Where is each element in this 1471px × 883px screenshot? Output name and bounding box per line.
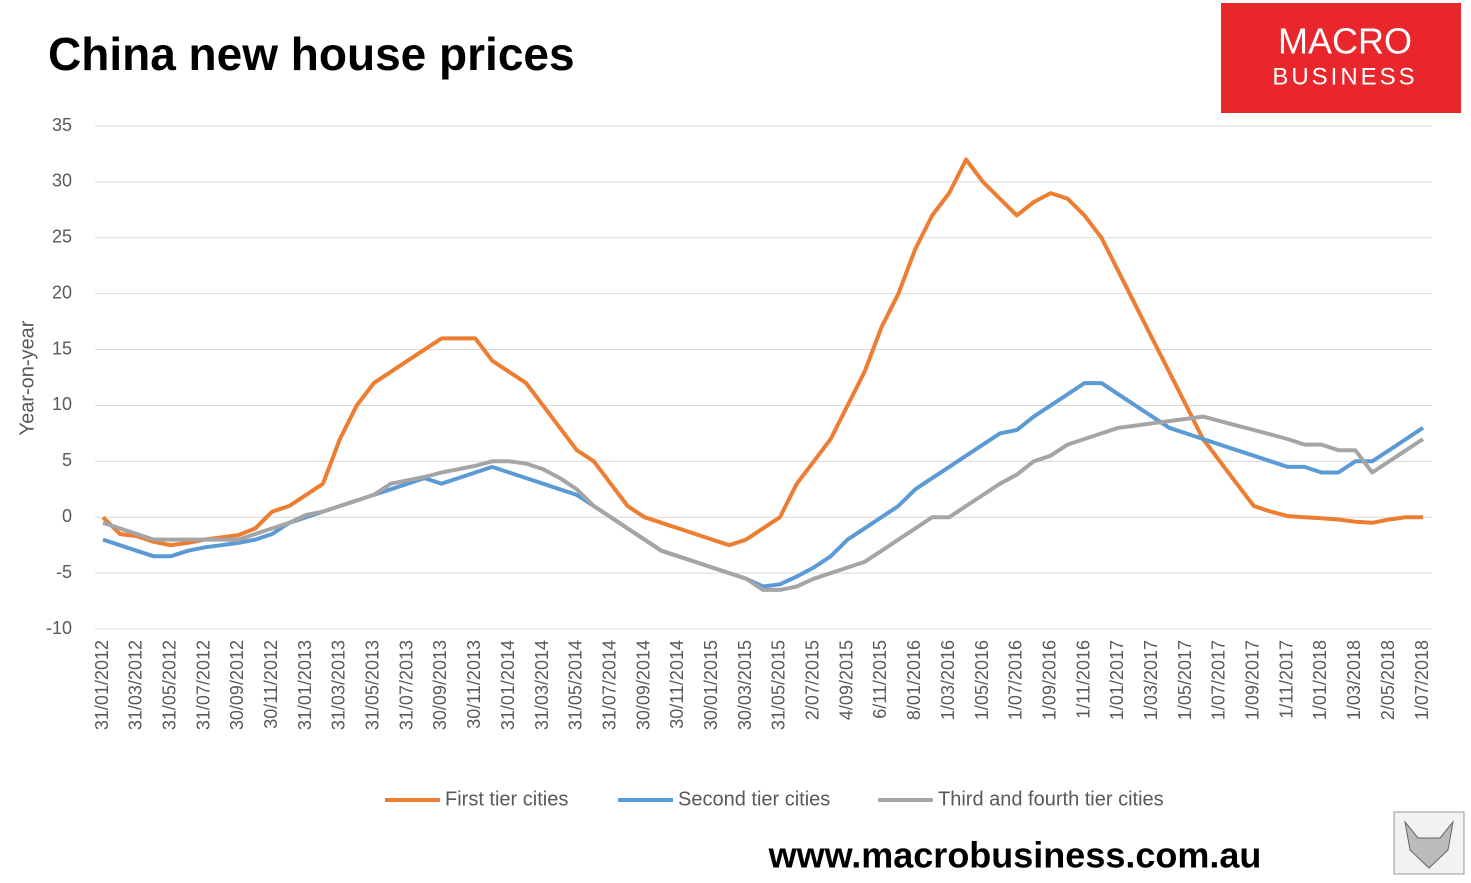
x-tick-label: 1/09/2017 [1243,640,1263,720]
x-tick-label: 30/09/2014 [633,640,653,730]
x-tick-label: 1/03/2018 [1344,640,1364,720]
x-tick-label: 30/09/2013 [430,640,450,730]
x-tick-label: 30/11/2012 [261,640,281,729]
x-tick-label: 8/01/2016 [904,640,924,720]
y-tick-label: 30 [52,171,72,191]
x-tick-label: 31/07/2014 [599,640,619,730]
x-tick-label: 1/05/2016 [972,640,992,720]
x-tick-label: 30/11/2013 [464,640,484,729]
legend-label: Second tier cities [678,788,830,810]
x-tick-label: 1/01/2017 [1107,640,1127,720]
y-tick-label: -5 [56,562,72,582]
x-tick-label: 1/11/2016 [1073,640,1093,719]
logo-top: MACRO [1278,21,1412,62]
x-tick-label: 1/03/2016 [938,640,958,720]
fox-face [1404,820,1454,869]
y-tick-label: 15 [52,338,72,358]
y-tick-label: 20 [52,282,72,302]
footer-url: www.macrobusiness.com.au [768,835,1262,876]
x-tick-label: 30/03/2015 [735,640,755,730]
series-line [102,414,1425,592]
x-tick-label: 31/05/2012 [159,640,179,730]
x-tick-label: 31/01/2014 [498,640,518,730]
y-tick-label: -10 [46,618,72,638]
x-tick-label: 30/01/2015 [701,640,721,730]
x-tick-label: 4/09/2015 [836,640,856,720]
x-tick-label: 31/01/2012 [92,640,112,730]
x-tick-label: 1/07/2016 [1006,640,1026,720]
y-tick-label: 5 [62,450,72,470]
x-tick-label: 6/11/2015 [870,640,890,719]
x-tick-label: 31/05/2013 [363,640,383,730]
x-tick-label: 1/11/2017 [1276,640,1296,719]
x-tick-label: 31/07/2012 [193,640,213,730]
x-tick-label: 1/01/2018 [1310,640,1330,720]
legend-label: First tier cities [445,788,568,810]
y-tick-label: 35 [52,115,72,135]
x-tick-label: 31/03/2013 [329,640,349,730]
x-tick-label: 1/07/2018 [1412,640,1432,720]
logo-box [1221,3,1461,113]
x-tick-label: 31/05/2014 [566,640,586,730]
x-tick-label: 31/05/2015 [769,640,789,730]
y-tick-label: 25 [52,227,72,247]
y-axis-label: Year-on-year [16,320,38,435]
x-tick-label: 31/03/2014 [532,640,552,730]
x-tick-label: 31/03/2012 [126,640,146,730]
y-tick-label: 10 [52,394,72,414]
x-tick-label: 30/11/2014 [667,640,687,729]
x-tick-label: 30/09/2012 [227,640,247,730]
x-tick-label: 31/01/2013 [295,640,315,730]
x-tick-label: 1/05/2017 [1175,640,1195,720]
x-tick-label: 1/09/2016 [1039,640,1059,720]
x-tick-label: 2/07/2015 [803,640,823,720]
x-tick-label: 2/05/2018 [1378,640,1398,720]
x-tick-label: 1/03/2017 [1141,640,1161,720]
y-tick-label: 0 [62,506,72,526]
x-tick-label: 1/07/2017 [1209,640,1229,720]
x-tick-label: 31/07/2013 [396,640,416,730]
chart-title: China new house prices [48,28,575,80]
legend-label: Third and fourth tier cities [938,788,1164,810]
logo-bottom: BUSINESS [1272,63,1417,90]
